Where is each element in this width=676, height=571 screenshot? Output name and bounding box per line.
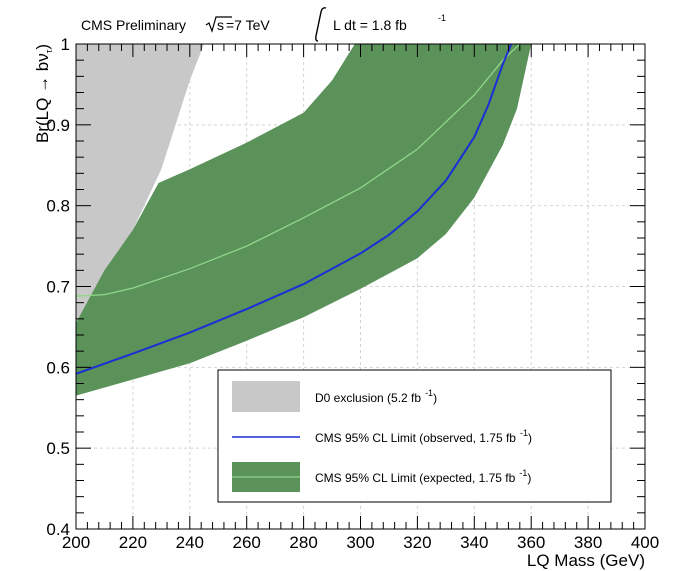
legend-label-observed: CMS 95% CL Limit (observed, 1.75 fb -1) bbox=[315, 428, 532, 445]
x-tick-label: 380 bbox=[574, 533, 602, 552]
y-tick-label: 1 bbox=[61, 35, 70, 54]
legend-label-observed-text: CMS 95% CL Limit (observed, 1.75 fb bbox=[315, 431, 516, 445]
x-tick-label: 240 bbox=[176, 533, 204, 552]
y-axis-title-close: ) bbox=[33, 44, 52, 50]
legend-item-d0: D0 exclusion (5.2 fb -1) bbox=[232, 381, 437, 412]
x-tick-label: 280 bbox=[289, 533, 317, 552]
legend-label-d0-close: ) bbox=[433, 391, 437, 405]
integral-icon bbox=[315, 7, 327, 42]
y-axis-title: Br(LQ → bντ) bbox=[33, 44, 54, 143]
d0-exclusion-area bbox=[76, 44, 204, 323]
y-axis-title-main: Br(LQ → bν bbox=[33, 53, 52, 143]
legend-item-observed: CMS 95% CL Limit (observed, 1.75 fb -1) bbox=[232, 428, 532, 445]
x-tick-label: 360 bbox=[517, 533, 545, 552]
observed-limit-line bbox=[76, 44, 513, 375]
header-lumi-exp: -1 bbox=[438, 13, 446, 23]
legend-label-d0-text: D0 exclusion (5.2 fb bbox=[315, 391, 421, 405]
x-tick-label: 340 bbox=[460, 533, 488, 552]
y-tick-labels: 0.4 0.5 0.6 0.7 0.8 0.9 1 bbox=[46, 35, 70, 539]
legend-label-expected: CMS 95% CL Limit (expected, 1.75 fb -1) bbox=[315, 468, 531, 485]
legend-label-d0-exp: -1 bbox=[425, 388, 433, 398]
y-tick-label: 0.5 bbox=[46, 439, 70, 458]
expected-band bbox=[76, 44, 532, 396]
legend: D0 exclusion (5.2 fb -1) CMS 95% CL Limit… bbox=[217, 369, 612, 503]
y-tick-label: 0.4 bbox=[46, 520, 70, 539]
y-tick-label: 0.7 bbox=[46, 278, 70, 297]
x-tick-label: 260 bbox=[233, 533, 261, 552]
legend-label-expected-text: CMS 95% CL Limit (expected, 1.75 fb bbox=[315, 471, 516, 485]
expected-limit-line bbox=[76, 44, 521, 297]
x-axis-title: LQ Mass (GeV) bbox=[527, 551, 645, 570]
axis-ticks bbox=[75, 43, 646, 530]
y-tick-label: 0.8 bbox=[46, 197, 70, 216]
x-tick-labels: 200 220 240 260 280 300 320 340 360 380 400 bbox=[62, 533, 659, 552]
legend-label-d0: D0 exclusion (5.2 fb -1) bbox=[315, 388, 437, 405]
y-axis-title-sub: τ bbox=[44, 49, 54, 53]
x-tick-label: 320 bbox=[403, 533, 431, 552]
legend-label-expected-exp: -1 bbox=[519, 468, 527, 478]
legend-swatch-d0 bbox=[232, 381, 300, 412]
legend-item-expected: CMS 95% CL Limit (expected, 1.75 fb -1) bbox=[232, 462, 531, 492]
header-energy-value: =7 TeV bbox=[226, 17, 270, 33]
header: CMS Preliminary s =7 TeV L dt = 1.8 fb -… bbox=[81, 7, 446, 42]
x-tick-label: 400 bbox=[631, 533, 659, 552]
legend-label-observed-exp: -1 bbox=[520, 428, 528, 438]
legend-label-expected-close: ) bbox=[527, 471, 531, 485]
header-lumi-label: L dt = 1.8 fb bbox=[333, 17, 407, 33]
x-tick-label: 200 bbox=[62, 533, 90, 552]
x-tick-label: 220 bbox=[119, 533, 147, 552]
y-tick-label: 0.9 bbox=[46, 116, 70, 135]
sqrt-icon bbox=[205, 16, 232, 33]
legend-label-observed-close: ) bbox=[528, 431, 532, 445]
x-tick-label: 300 bbox=[346, 533, 374, 552]
header-energy-prefix: s bbox=[217, 17, 224, 33]
y-tick-label: 0.6 bbox=[46, 358, 70, 377]
header-experiment: CMS Preliminary bbox=[81, 17, 186, 33]
